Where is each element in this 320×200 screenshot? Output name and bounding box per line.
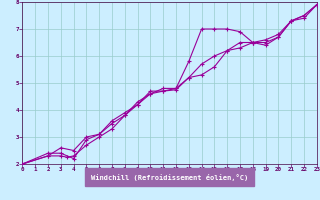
X-axis label: Windchill (Refroidissement éolien,°C): Windchill (Refroidissement éolien,°C) <box>91 174 248 181</box>
